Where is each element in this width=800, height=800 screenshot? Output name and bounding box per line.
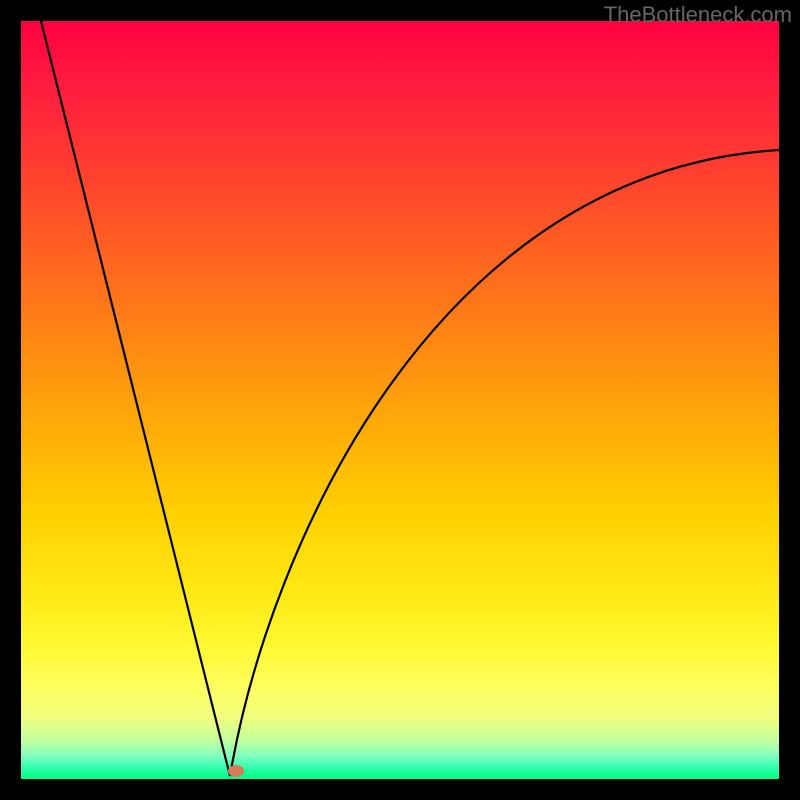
bottleneck-chart: TheBottleneck.com xyxy=(0,0,800,800)
watermark-text: TheBottleneck.com xyxy=(604,2,792,28)
minimum-marker xyxy=(228,765,244,777)
plot-background xyxy=(21,21,779,779)
chart-svg xyxy=(0,0,800,800)
